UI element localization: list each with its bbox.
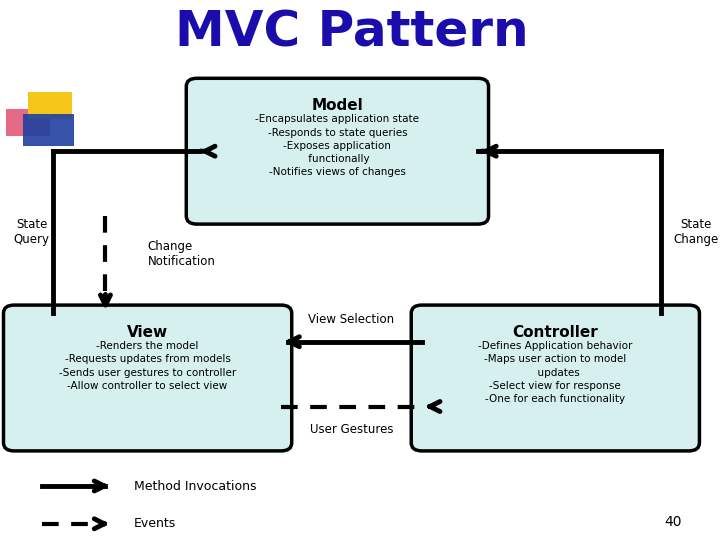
Text: State
Query: State Query bbox=[14, 218, 50, 246]
FancyBboxPatch shape bbox=[6, 109, 50, 136]
Text: Controller: Controller bbox=[513, 325, 598, 340]
Text: -Renders the model
-Requests updates from models
-Sends user gestures to control: -Renders the model -Requests updates fro… bbox=[59, 341, 236, 391]
Text: User Gestures: User Gestures bbox=[310, 423, 393, 436]
Text: Model: Model bbox=[312, 98, 364, 113]
Text: -Defines Application behavior
-Maps user action to model
  updates
-Select view : -Defines Application behavior -Maps user… bbox=[478, 341, 633, 404]
FancyBboxPatch shape bbox=[23, 114, 74, 145]
Text: State
Change: State Change bbox=[673, 218, 719, 246]
Text: View: View bbox=[127, 325, 168, 340]
FancyBboxPatch shape bbox=[28, 92, 73, 119]
Text: Change
Notification: Change Notification bbox=[148, 240, 215, 268]
Text: Events: Events bbox=[134, 517, 176, 530]
Text: -Encapsulates application state
-Responds to state queries
-Exposes application
: -Encapsulates application state -Respond… bbox=[256, 114, 420, 177]
Text: MVC Pattern: MVC Pattern bbox=[175, 9, 528, 56]
FancyBboxPatch shape bbox=[411, 305, 699, 451]
Text: Method Invocations: Method Invocations bbox=[134, 480, 256, 492]
FancyBboxPatch shape bbox=[4, 305, 292, 451]
FancyBboxPatch shape bbox=[186, 78, 489, 224]
Text: View Selection: View Selection bbox=[308, 313, 395, 326]
Text: 40: 40 bbox=[665, 515, 682, 529]
